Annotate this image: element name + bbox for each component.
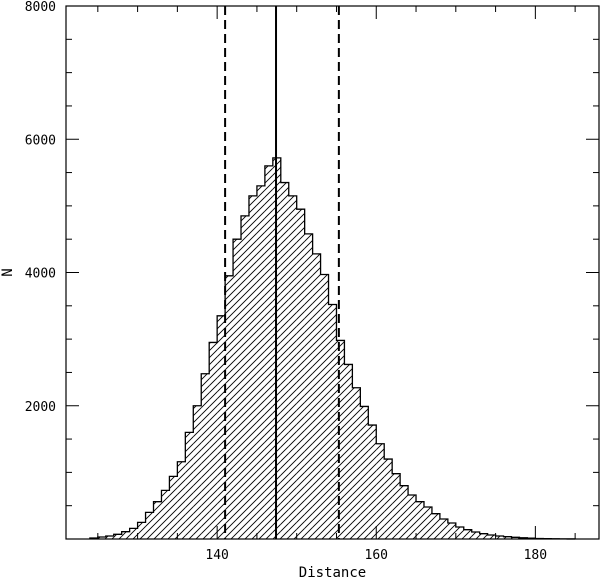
histogram-bar [177,461,186,539]
histogram-bar [320,274,329,539]
y-tick-label: 6000 [25,133,56,148]
histogram-bar [511,537,520,539]
histogram-bar [233,239,242,539]
histogram-marks [89,6,576,540]
histogram-bar [264,165,273,539]
histogram-bar [368,425,377,539]
histogram-bar [209,342,218,539]
histogram-bar [161,490,170,539]
histogram-bar [312,253,321,539]
histogram-bar [447,523,456,539]
histogram-bar [153,501,162,539]
histogram-bar [121,531,130,539]
axis-ticks [66,5,599,539]
x-tick-label: 140 [205,548,228,563]
histogram-bar [336,340,345,539]
histogram-bar [185,432,194,539]
histogram-bar [503,536,512,539]
histogram-bar [105,536,114,539]
histogram-bar [129,528,138,539]
histogram-bar [495,536,504,539]
histogram-bar [296,209,305,540]
histogram-bar [471,532,480,539]
y-tick-label: 2000 [25,400,56,415]
histogram-bar [439,519,448,539]
x-tick-label: 160 [365,548,388,563]
histogram-bar [408,495,417,539]
histogram-bar [241,215,249,539]
histogram-bar [97,537,106,539]
histogram-bar [328,304,337,539]
histogram-bar [304,233,313,540]
histogram-bar [431,513,440,539]
y-tick-label: 4000 [25,267,56,282]
histogram-bar [400,485,409,539]
histogram-bar [169,476,178,539]
histogram-bar [360,406,369,539]
histogram-bar [248,195,257,539]
histogram-bar [352,387,361,539]
histogram-bar [487,535,496,539]
histogram-bar [137,522,146,539]
histogram-bar [392,473,401,539]
x-tick-label: 180 [524,548,547,563]
histogram-bar [376,443,385,539]
y-tick-label: 8000 [25,0,56,15]
histogram-bar [384,459,393,539]
histogram-bar [201,373,210,539]
y-axis-label: N [0,268,16,276]
histogram-bar [463,529,472,539]
histogram-bar [256,185,265,539]
histogram-bar [145,512,154,539]
histogram-bar [423,507,432,539]
histogram-bar [344,364,353,539]
plot-frame [65,5,600,540]
histogram-bar [193,405,202,539]
histogram-bar [455,527,464,539]
x-axis-label: Distance [299,565,366,580]
histogram-bar [280,182,289,539]
histogram-bar [113,534,122,539]
histogram-bar [416,501,424,539]
histogram-bar [217,315,226,539]
histogram-bar [288,195,297,539]
histogram-bar [225,275,234,539]
histogram-bar [479,533,488,539]
